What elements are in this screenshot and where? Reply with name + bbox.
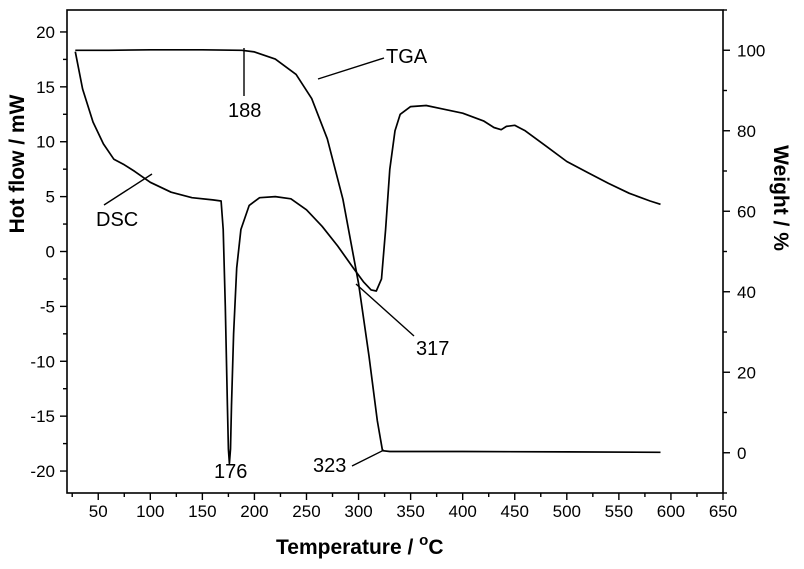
x-tick-label: 450 (501, 502, 529, 521)
x-tick-label: 50 (89, 502, 108, 521)
annotation-317-label: 317 (416, 338, 449, 360)
annotation-176-label: 176 (214, 461, 247, 483)
y-left-tick-label: 20 (36, 23, 55, 42)
series-layer (75, 50, 660, 464)
annotation-188-label: 188 (228, 100, 261, 122)
y-right-tick-label: 0 (737, 444, 746, 463)
x-tick-label: 600 (657, 502, 685, 521)
series-tga-line (75, 50, 660, 453)
annotation-dsc-label: DSC (96, 209, 138, 231)
y-left-tick-label: -15 (30, 407, 55, 426)
x-tick-label: 100 (136, 502, 164, 521)
plot-border (67, 10, 723, 493)
y-right-tick-label: 40 (737, 283, 756, 302)
y-left-tick-label: -20 (30, 462, 55, 481)
y-right-tick-label: 80 (737, 122, 756, 141)
y-left-tick-label: 5 (46, 188, 55, 207)
x-tick-label: 550 (605, 502, 633, 521)
plot-frame (67, 10, 723, 493)
y-left-tick-label: 0 (46, 243, 55, 262)
y-left-tick-label: 15 (36, 78, 55, 97)
y-left-tick-label: -5 (40, 297, 55, 316)
y-right-tick-label: 60 (737, 202, 756, 221)
axis-ticks: 50100150200250300350400450500550600650-2… (30, 10, 765, 521)
x-axis-title: Temperature / oC (276, 532, 444, 559)
y-right-tick-label: 20 (737, 363, 756, 382)
annotation-tga-leader (318, 58, 384, 79)
annotation-tga-label: TGA (386, 46, 428, 68)
y-right-tick-label: 100 (737, 41, 765, 60)
x-tick-label: 300 (344, 502, 372, 521)
x-tick-label: 150 (188, 502, 216, 521)
x-tick-label: 350 (396, 502, 424, 521)
annotation-323-leader (352, 450, 384, 466)
x-tick-label: 400 (448, 502, 476, 521)
chart: 50100150200250300350400450500550600650-2… (0, 0, 804, 569)
series-dsc-line (75, 52, 660, 464)
x-axis-title-superscript: o (419, 532, 428, 549)
y-axis-right-title: Weight / % (769, 145, 792, 251)
x-tick-label: 200 (240, 502, 268, 521)
x-tick-label: 500 (553, 502, 581, 521)
y-left-tick-label: 10 (36, 133, 55, 152)
x-tick-label: 650 (709, 502, 737, 521)
annotation-dsc-leader (104, 174, 152, 205)
y-left-tick-label: -10 (30, 352, 55, 371)
y-axis-left-title: Hot flow / mW (6, 94, 29, 233)
x-tick-label: 250 (292, 502, 320, 521)
annotation-323-label: 323 (313, 455, 346, 477)
